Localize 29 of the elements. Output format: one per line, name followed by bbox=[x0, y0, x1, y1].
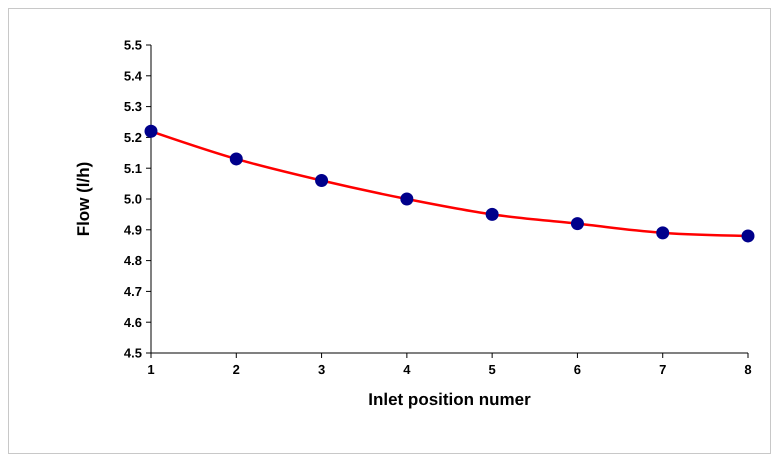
y-tick-label: 5.0 bbox=[124, 192, 142, 207]
x-tick-label: 4 bbox=[403, 362, 412, 377]
x-tick-label: 7 bbox=[659, 362, 666, 377]
point bbox=[570, 217, 584, 230]
x-tick-label: 8 bbox=[744, 362, 752, 377]
point bbox=[144, 124, 158, 138]
x-tick-label: 5 bbox=[488, 362, 496, 377]
y-tick-label: 4.5 bbox=[124, 346, 142, 361]
point bbox=[315, 174, 328, 188]
y-tick-label: 5.5 bbox=[124, 38, 142, 53]
point bbox=[230, 152, 243, 166]
y-tick-label: 5.2 bbox=[124, 130, 142, 145]
point bbox=[656, 226, 670, 240]
y-tick-label: 5.3 bbox=[124, 99, 142, 114]
y-tick-label: 5.1 bbox=[124, 160, 142, 176]
point bbox=[486, 208, 499, 221]
x-tick-label: 6 bbox=[574, 362, 582, 377]
y-tick-label: 4.6 bbox=[124, 314, 142, 330]
point bbox=[742, 229, 754, 242]
y-tick-label: 4.9 bbox=[124, 222, 142, 238]
x-tick-label: 2 bbox=[232, 362, 240, 377]
x-tick-label: 1 bbox=[147, 362, 155, 377]
y-tick-label: 4.8 bbox=[124, 253, 142, 268]
y-axis-title: Flow (l/h) bbox=[74, 162, 93, 236]
y-tick-label: 5.4 bbox=[124, 68, 143, 84]
point bbox=[400, 192, 414, 206]
x-axis-title: Inlet position numer bbox=[368, 390, 532, 409]
x-tick-label: 3 bbox=[318, 362, 326, 377]
y-tick-label: 4.7 bbox=[124, 284, 142, 299]
